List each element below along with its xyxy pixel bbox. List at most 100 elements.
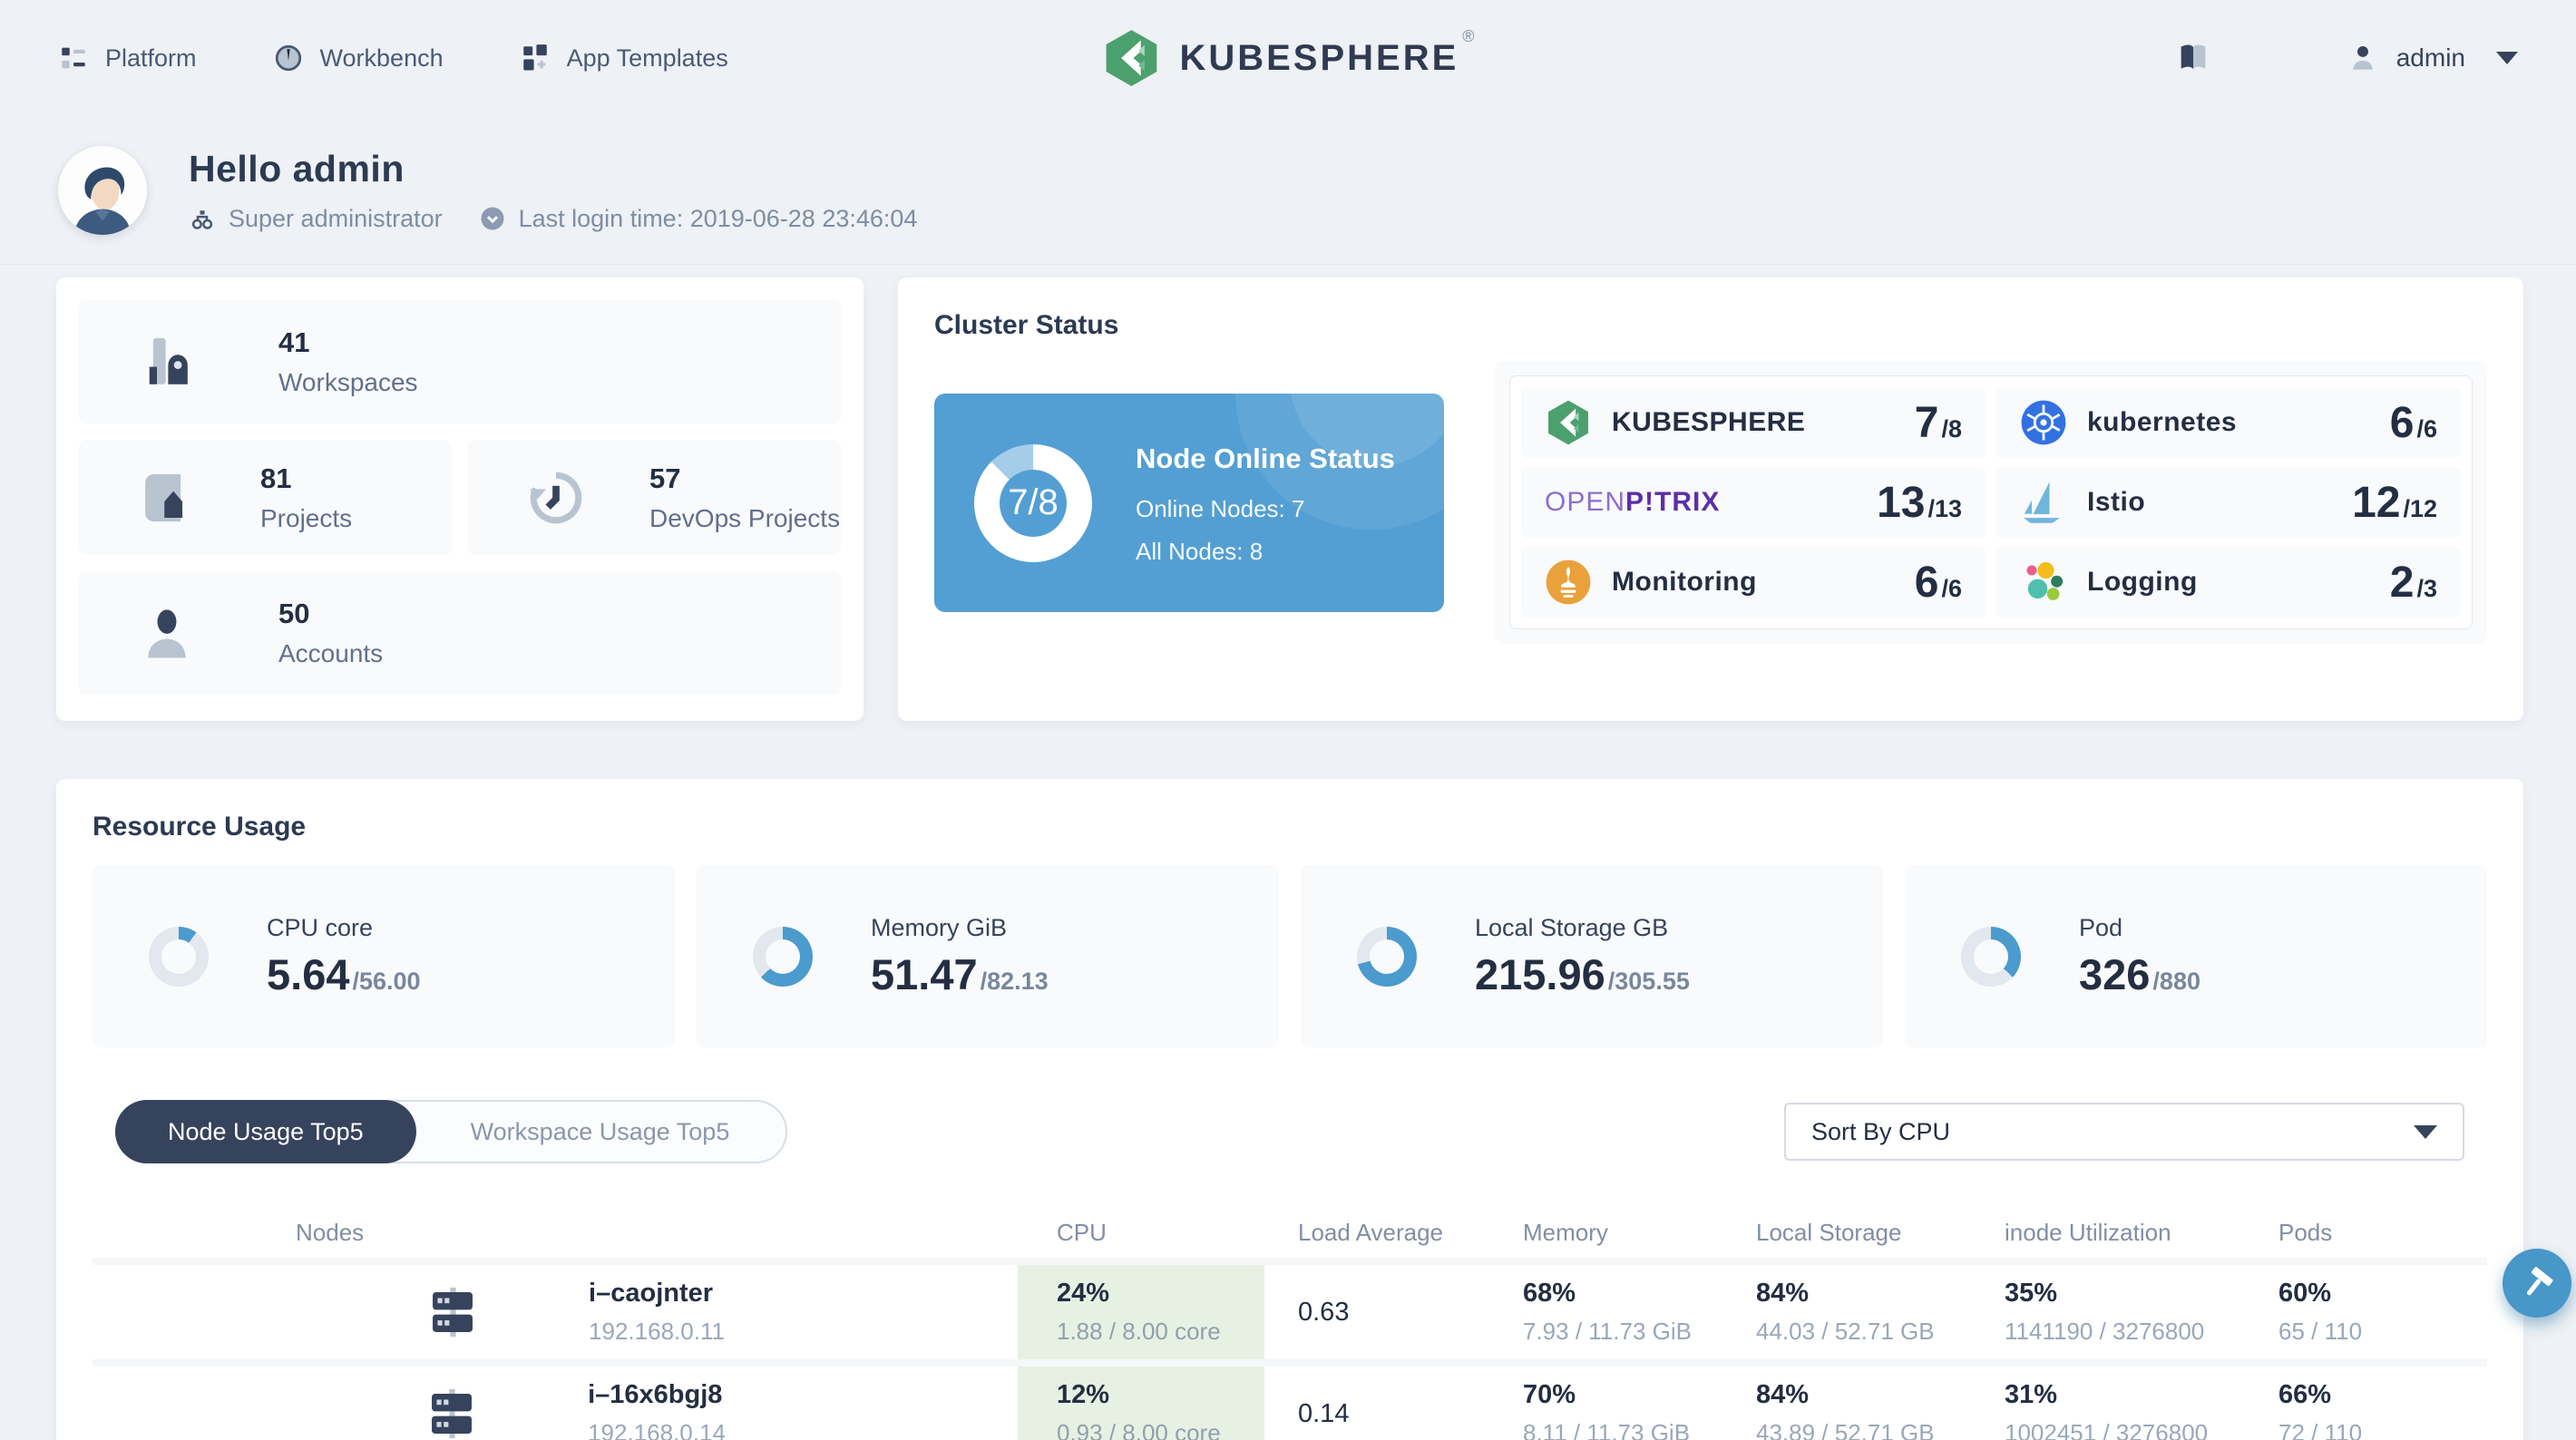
memory-percent: 70% (1523, 1380, 1576, 1409)
summary-tile-workspaces[interactable]: 41 Workspaces (79, 300, 841, 423)
kubesphere-logo-icon (1106, 30, 1157, 86)
component-istio: Istio 12/12 (1996, 467, 2461, 538)
pods-percent: 60% (2278, 1279, 2332, 1308)
local-storage-donut (1357, 926, 1417, 987)
all-nodes-text: All Nodes: 8 (1136, 538, 1264, 566)
user-menu[interactable]: admin (2347, 43, 2518, 73)
app-templates-icon (522, 44, 547, 71)
sort-by-selected-value: Sort By CPU (1811, 1117, 1951, 1145)
devops-projects-icon (530, 472, 582, 523)
devops-count: 57 (649, 462, 681, 494)
component-name: Logging (2087, 567, 2198, 597)
summary-tile-devops[interactable]: 57 DevOps Projects (468, 440, 841, 555)
node-online-ratio: 7/8 (1008, 482, 1059, 522)
resource-usage-title: Resource Usage (93, 812, 307, 842)
node-online-title: Node Online Status (1136, 442, 1395, 474)
cpu-percent: 24% (1057, 1279, 1110, 1308)
local-storage-percent: 84% (1756, 1279, 1810, 1308)
component-monitoring: Monitoring 6/6 (1521, 547, 1986, 618)
pods-percent: 66% (2278, 1380, 2332, 1409)
metric-total: /305.55 (1607, 967, 1690, 995)
table-row[interactable]: i–caojnter 192.168.0.11 24% 1.88 / 8.00 … (93, 1258, 2487, 1359)
column-header-inode: inode Utilization (2005, 1218, 2171, 1246)
inode-percent: 35% (2005, 1279, 2058, 1308)
load-average-value: 0.14 (1298, 1398, 1350, 1428)
brand-name: KUBESPHERE (1179, 37, 1459, 78)
component-ready: 7 (1914, 398, 1939, 447)
pod-donut (1961, 926, 2021, 987)
cluster-status-title: Cluster Status (934, 310, 1119, 340)
role-icon (191, 210, 213, 229)
last-login: Last login time: 2019-06-28 23:46:04 (479, 205, 917, 233)
chevron-down-icon (2414, 1124, 2437, 1139)
node-online-status-card[interactable]: 7/8 Node Online Status Online Nodes: 7 A… (934, 394, 1444, 612)
metric-label: Pod (2079, 913, 2123, 941)
workspaces-label: Workspaces (278, 368, 418, 396)
user-role-label: Super administrator (229, 204, 443, 232)
node-name: i–caojnter (589, 1279, 714, 1308)
component-name: Monitoring (1612, 567, 1757, 597)
server-icon (432, 1388, 473, 1439)
nav-item-platform[interactable]: Platform (58, 43, 197, 73)
projects-count: 81 (260, 462, 292, 494)
workspaces-icon (149, 337, 188, 384)
metric-total: /82.13 (980, 967, 1049, 995)
metric-local-storage[interactable]: Local Storage GB 215.96/305.55 (1301, 865, 1883, 1047)
pods-detail: 65 / 110 (2278, 1318, 2363, 1345)
docs-button[interactable] (2175, 40, 2211, 76)
metric-used: 326 (2079, 949, 2151, 998)
component-ready: 6 (2389, 398, 2415, 447)
metric-pod[interactable]: Pod 326/880 (1905, 865, 2487, 1047)
node-ip: 192.168.0.11 (589, 1318, 725, 1345)
cpu-cell: 12% 0.93 / 8.00 core (1018, 1367, 1264, 1440)
avatar[interactable] (58, 145, 147, 235)
summary-tile-projects[interactable]: 81 Projects (79, 440, 452, 555)
cpu-donut (149, 926, 209, 987)
workspaces-count: 41 (278, 326, 310, 358)
table-row[interactable]: i–16x6bgj8 192.168.0.14 12% 0.93 / 8.00 … (93, 1359, 2487, 1440)
component-name: Istio (2087, 487, 2146, 517)
metric-label: Memory GiB (871, 913, 1008, 941)
toolbox-fab-button[interactable] (2503, 1249, 2571, 1318)
projects-icon (145, 473, 183, 521)
load-average-value: 0.63 (1298, 1297, 1350, 1327)
pods-detail: 72 / 110 (2278, 1419, 2363, 1440)
server-icon (433, 1287, 473, 1338)
kubesphere-logo[interactable]: KUBESPHERE® (1101, 27, 1475, 88)
workbench-icon (275, 44, 301, 72)
platform-icon (62, 47, 85, 69)
summary-tile-accounts[interactable]: 50 Accounts (79, 571, 841, 695)
metric-label: Local Storage GB (1475, 913, 1669, 941)
metric-cpu[interactable]: CPU core 5.64/56.00 (93, 865, 675, 1047)
nav-item-label: Platform (105, 44, 197, 72)
metric-used: 215.96 (1475, 949, 1605, 998)
kubernetes-icon (2020, 399, 2067, 446)
nav-item-workbench[interactable]: Workbench (273, 43, 444, 73)
devops-label: DevOps Projects (649, 503, 841, 532)
local-storage-percent: 84% (1756, 1380, 1810, 1409)
book-icon (2181, 44, 2206, 70)
component-name: KUBESPHERE (1612, 407, 1806, 437)
component-total: /8 (1941, 414, 1962, 443)
memory-detail: 7.93 / 11.73 GiB (1523, 1318, 1692, 1345)
component-total: /12 (2403, 494, 2437, 522)
projects-label: Projects (260, 503, 353, 532)
sort-by-select[interactable]: Sort By CPU (1784, 1103, 2464, 1161)
chevron-down-icon (2496, 52, 2518, 64)
column-header-load-average: Load Average (1298, 1218, 1443, 1246)
tab-node-usage-top5[interactable]: Node Usage Top5 (115, 1100, 416, 1163)
user-role: Super administrator (189, 205, 443, 233)
nav-item-app-templates[interactable]: App Templates (520, 43, 728, 73)
page-title: Hello admin (189, 147, 405, 190)
tab-workspace-usage-top5[interactable]: Workspace Usage Top5 (470, 1117, 730, 1145)
metric-total: /56.00 (352, 967, 421, 995)
memory-donut (753, 926, 813, 987)
metric-memory[interactable]: Memory GiB 51.47/82.13 (697, 865, 1279, 1047)
metric-used: 51.47 (871, 949, 978, 998)
column-header-nodes: Nodes (296, 1218, 365, 1246)
openpitrix-logo: OPENP!TRIX (1545, 487, 1721, 517)
component-total: /6 (2416, 414, 2437, 443)
resource-usage-card: Resource Usage CPU core 5.64/56.00 Memor… (56, 779, 2523, 1440)
component-ready: 2 (2389, 558, 2415, 607)
resource-metrics: CPU core 5.64/56.00 Memory GiB 51.47/82.… (93, 865, 2487, 1047)
